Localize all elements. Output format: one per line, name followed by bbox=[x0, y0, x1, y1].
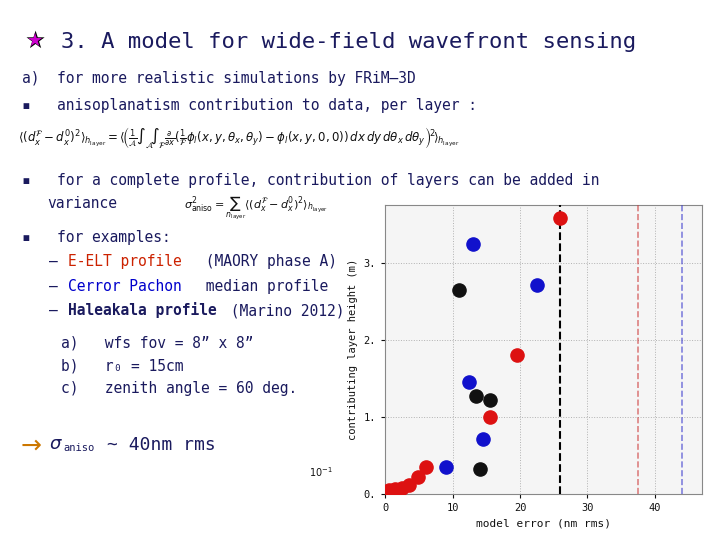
Text: ★: ★ bbox=[27, 32, 42, 50]
Point bbox=[396, 484, 408, 492]
Point bbox=[420, 463, 431, 471]
Point bbox=[474, 465, 485, 474]
Point bbox=[511, 351, 523, 360]
Text: variance: variance bbox=[47, 196, 117, 211]
Text: 3. A model for wide-field wavefront sensing: 3. A model for wide-field wavefront sens… bbox=[61, 31, 636, 52]
Text: ~ 40nm rms: ~ 40nm rms bbox=[107, 436, 215, 455]
Point bbox=[390, 485, 401, 494]
Text: c)   zenith angle = 60 deg.: c) zenith angle = 60 deg. bbox=[61, 381, 297, 396]
Text: (MAORY phase A): (MAORY phase A) bbox=[197, 254, 336, 269]
Point bbox=[470, 392, 482, 401]
Text: –: – bbox=[49, 303, 84, 318]
Point bbox=[403, 481, 415, 489]
Text: median profile: median profile bbox=[197, 279, 328, 294]
Text: ▪   for examples:: ▪ for examples: bbox=[22, 230, 171, 245]
Text: ★: ★ bbox=[24, 29, 45, 53]
Text: aniso: aniso bbox=[63, 443, 94, 453]
Y-axis label: contributing layer height (m): contributing layer height (m) bbox=[348, 259, 358, 440]
Text: $\sigma$: $\sigma$ bbox=[49, 435, 63, 453]
Text: –: – bbox=[49, 254, 84, 269]
Point bbox=[440, 463, 451, 471]
Text: $\sigma^2_\mathrm{aniso} = \sum_{n_\mathrm{layer}} \langle(d_x^\mathcal{F}-d_x^0: $\sigma^2_\mathrm{aniso} = \sum_{n_\math… bbox=[184, 194, 328, 222]
X-axis label: model error (nm rms): model error (nm rms) bbox=[476, 519, 611, 529]
Text: Cerror Pachon: Cerror Pachon bbox=[68, 279, 181, 294]
Text: →: → bbox=[20, 434, 41, 457]
Text: b)   r₀ = 15cm: b) r₀ = 15cm bbox=[61, 358, 184, 373]
Text: ▪   anisoplanatism contribution to data, per layer :: ▪ anisoplanatism contribution to data, p… bbox=[22, 98, 477, 113]
Point bbox=[412, 473, 423, 482]
Text: $10^{-1}$: $10^{-1}$ bbox=[309, 465, 333, 480]
Point bbox=[531, 280, 543, 289]
Text: (Marino 2012): (Marino 2012) bbox=[222, 303, 344, 318]
Text: Haleakala profile: Haleakala profile bbox=[68, 302, 217, 319]
Point bbox=[484, 396, 495, 404]
Text: ▪   for a complete profile, contribution of layers can be added in: ▪ for a complete profile, contribution o… bbox=[22, 173, 599, 188]
Text: $\langle(d_x^\mathcal{F}-d_x^0)^2\rangle_{h_\mathrm{layer}} = \langle\!\left(\fr: $\langle(d_x^\mathcal{F}-d_x^0)^2\rangle… bbox=[18, 125, 459, 150]
Point bbox=[464, 378, 475, 387]
Point bbox=[554, 214, 566, 222]
Text: a)   wfs fov = 8” x 8”: a) wfs fov = 8” x 8” bbox=[61, 335, 253, 350]
Point bbox=[454, 286, 465, 294]
Point bbox=[484, 413, 495, 421]
Point bbox=[477, 434, 489, 443]
Point bbox=[383, 486, 395, 495]
Text: E-ELT profile: E-ELT profile bbox=[68, 254, 181, 269]
Point bbox=[467, 239, 479, 248]
Text: a)  for more realistic simulations by FRiM–3D: a) for more realistic simulations by FRi… bbox=[22, 71, 415, 86]
Text: –: – bbox=[49, 279, 84, 294]
